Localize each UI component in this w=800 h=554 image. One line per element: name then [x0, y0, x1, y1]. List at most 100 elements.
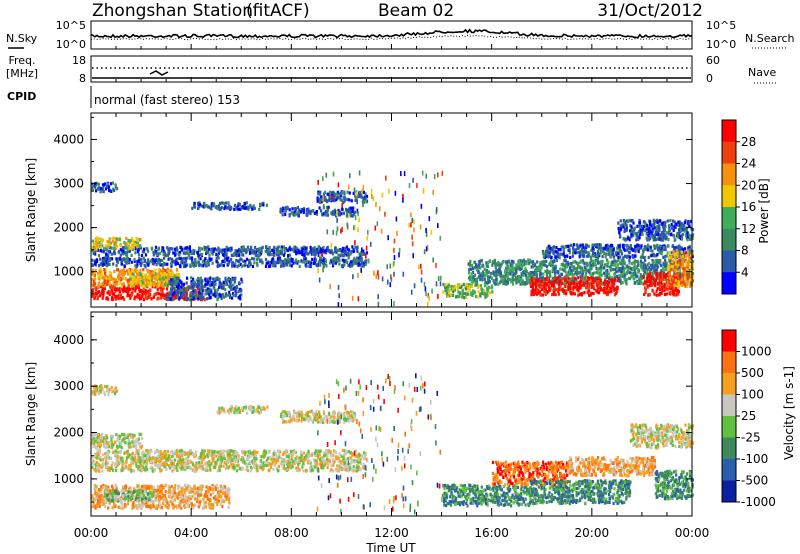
power-cell [451, 293, 455, 297]
power-cell [456, 287, 459, 291]
power-cell [111, 257, 114, 261]
power-cell [201, 285, 204, 289]
power-region [129, 271, 181, 289]
power-cell [284, 209, 287, 213]
power-cell [338, 196, 341, 200]
power-cell [279, 251, 282, 255]
power-cell [578, 271, 581, 275]
power-cell [331, 264, 335, 268]
power-cell [652, 238, 655, 242]
power-cell [147, 292, 150, 296]
power-cell [211, 247, 214, 251]
power-cell [564, 278, 567, 282]
power-cell [589, 268, 592, 272]
power-cell [193, 202, 196, 206]
power-cell [115, 245, 118, 249]
power-cell [541, 293, 545, 297]
power-cell [591, 251, 595, 255]
power-cell [678, 220, 681, 224]
power-cell [125, 236, 128, 241]
power-cell [515, 279, 518, 283]
power-cell [691, 272, 694, 276]
power-cell [298, 251, 301, 255]
power-cell [296, 247, 299, 251]
power-cell [322, 258, 325, 262]
power-cell [221, 201, 224, 205]
power-region [617, 218, 695, 242]
power-cell [259, 202, 262, 206]
power-cell [674, 286, 677, 290]
power-cell [658, 246, 661, 250]
power-cell [288, 258, 291, 262]
power-cell [314, 251, 317, 255]
power-cell [655, 271, 658, 276]
power-cell [288, 246, 291, 250]
power-cell [659, 272, 662, 276]
power-cell [348, 253, 351, 257]
power-cell [654, 262, 657, 266]
power-cell [647, 229, 650, 233]
power-cell [607, 261, 610, 265]
power-cell [211, 252, 214, 256]
power-cell [530, 289, 533, 293]
power-cell [254, 246, 257, 250]
power-cell [536, 260, 539, 264]
power-cell [602, 250, 605, 254]
power-cell [687, 246, 690, 250]
power-cell [353, 213, 356, 217]
power-cell [539, 285, 542, 289]
power-cell [282, 259, 285, 263]
power-cell [108, 276, 111, 280]
power-cell [617, 269, 620, 273]
power-cell [472, 277, 475, 281]
power-cell [201, 260, 204, 264]
power-cell [244, 259, 247, 264]
power-cell [137, 248, 140, 252]
power-cell [251, 205, 254, 209]
power-cell [560, 277, 563, 281]
power-cell [550, 246, 553, 251]
power-cell [222, 285, 225, 289]
power-cell [252, 251, 256, 255]
power-cell [610, 262, 613, 267]
power-cell [542, 255, 546, 259]
power-cell [579, 268, 582, 272]
power-cell [98, 294, 102, 298]
power-cell [606, 264, 609, 268]
power-cell [599, 286, 602, 290]
power-cell [283, 248, 286, 252]
power-cell [665, 292, 668, 296]
power-cell [551, 247, 554, 251]
power-cell [647, 243, 650, 247]
power-cell [192, 296, 195, 300]
power-cell [190, 294, 193, 298]
power-cell [552, 292, 555, 296]
power-cell [343, 198, 346, 202]
power-cell [339, 248, 342, 252]
power-cell [111, 289, 114, 293]
power-cell [280, 247, 283, 251]
power-cell [479, 294, 482, 298]
power-cell [498, 268, 501, 272]
power-cell [647, 272, 650, 277]
power-cell [517, 267, 520, 271]
power-cell [112, 280, 115, 284]
power-cell [93, 247, 96, 251]
power-cell [257, 253, 260, 257]
power-cell [103, 268, 106, 272]
power-cell [646, 227, 649, 231]
power-cell [225, 250, 228, 254]
power-cell [110, 246, 113, 250]
power-cell [231, 264, 234, 268]
power-cell [149, 282, 152, 286]
power-cell [636, 224, 639, 228]
power-cell [174, 262, 177, 266]
power-cell [474, 260, 477, 264]
power-cell [345, 259, 348, 263]
power-cell [127, 268, 130, 272]
power-cell [477, 270, 480, 274]
power-cell [585, 244, 588, 248]
power-cell [154, 277, 157, 281]
power-region [316, 190, 369, 205]
power-cell [530, 274, 533, 279]
